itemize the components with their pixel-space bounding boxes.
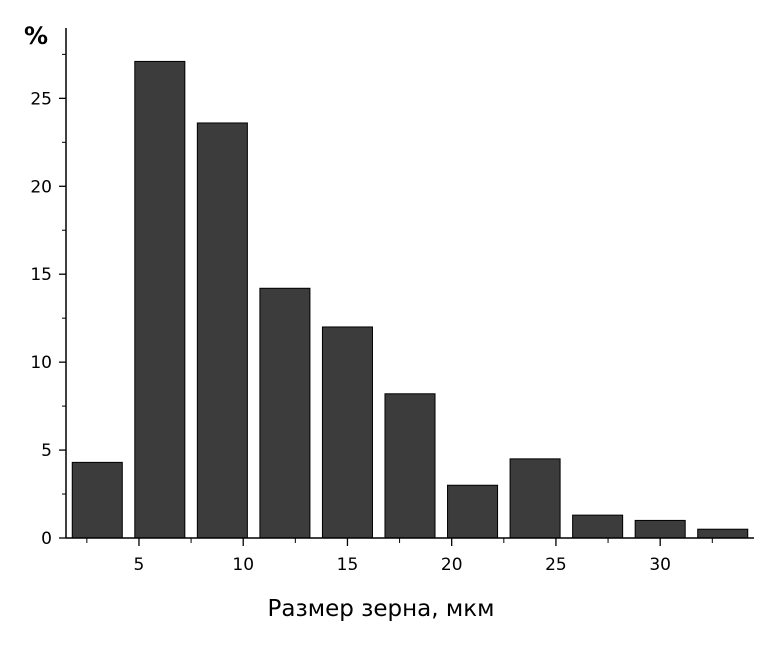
y-tick-label-25: 25 <box>30 89 52 109</box>
bar-15 <box>321 326 373 539</box>
y-tick-label-10: 10 <box>30 353 52 373</box>
x-axis-title: Размер зерна, мкм <box>268 596 495 622</box>
bar-24 <box>509 458 561 539</box>
y-axis-title: % <box>24 22 48 50</box>
x-tick-label-5: 5 <box>134 555 145 575</box>
y-tick-label-20: 20 <box>30 177 52 197</box>
y-tick-label-15: 15 <box>30 265 52 285</box>
bar-30 <box>634 519 686 539</box>
bar-21 <box>447 484 499 539</box>
axes-group: 0 5 10 15 20 25 5 10 15 20 25 30 <box>30 28 754 575</box>
x-tick-label-20: 20 <box>441 555 463 575</box>
y-tick-label-5: 5 <box>41 441 52 461</box>
x-tick-label-10: 10 <box>232 555 254 575</box>
bar-18 <box>384 393 436 539</box>
x-tick-label-30: 30 <box>649 555 671 575</box>
x-tick-label-25: 25 <box>545 555 567 575</box>
bar-6 <box>134 60 186 539</box>
bar-9 <box>196 122 248 539</box>
bar-27 <box>572 514 624 539</box>
bars-group <box>71 60 749 539</box>
y-tick-label-0: 0 <box>41 529 52 549</box>
bar-33 <box>697 528 749 539</box>
bar-3 <box>71 461 123 539</box>
x-tick-label-15: 15 <box>337 555 359 575</box>
bar-12 <box>259 287 311 539</box>
